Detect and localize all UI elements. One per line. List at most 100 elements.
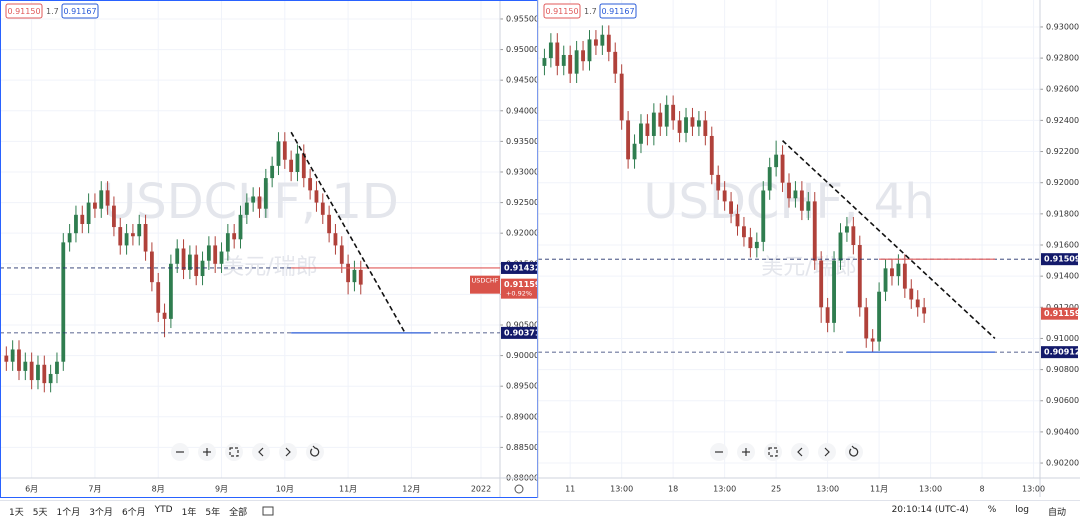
candle-body [780, 154, 785, 183]
nav-button[interactable] [791, 443, 809, 461]
nav-button[interactable] [198, 443, 216, 461]
nav-button[interactable] [737, 443, 755, 461]
candle-body [339, 245, 344, 264]
charts: 0.880000.885000.890000.895000.900000.905… [0, 0, 1080, 498]
range-button[interactable]: 3个月 [89, 507, 113, 518]
nav-button-bg [764, 443, 782, 461]
candle-body [67, 233, 72, 243]
candle-body [244, 202, 249, 215]
candle-body [257, 196, 262, 209]
candle-body [742, 226, 746, 238]
candle-body [787, 182, 791, 199]
candle-body [124, 233, 129, 246]
candle-body [42, 364, 47, 384]
price-label: 0.90912 [1044, 348, 1080, 357]
candle-body [915, 299, 920, 308]
nav-button[interactable] [306, 443, 324, 461]
candle-body [761, 190, 766, 242]
icon [768, 447, 778, 457]
header-box [599, 3, 637, 19]
nav-button[interactable] [710, 443, 728, 461]
nav-button[interactable] [845, 443, 863, 461]
x-tick-label: 7月 [88, 485, 101, 494]
candle-body [690, 117, 695, 127]
y-tick-label: 0.93000 [1046, 22, 1079, 31]
y-tick-label: 0.91200 [1046, 303, 1079, 312]
range-button[interactable]: 1年 [181, 507, 197, 518]
nav-button[interactable] [225, 443, 243, 461]
candle-body [282, 141, 287, 160]
y-tick-label: 0.90600 [1046, 396, 1079, 405]
nav-button-bg [252, 443, 270, 461]
last-price-box [1041, 307, 1078, 320]
candle-body [716, 174, 721, 191]
nav-button[interactable] [764, 443, 782, 461]
candle-body [774, 154, 779, 168]
change: +0.92% [506, 290, 532, 298]
nav-button[interactable] [818, 443, 836, 461]
candle-body [632, 143, 637, 160]
candle-body [722, 190, 727, 202]
x-tick-label: 13:00 [816, 485, 839, 494]
candle-body [358, 269, 363, 285]
y-tick-label: 0.93000 [506, 167, 539, 176]
auto-toggle[interactable]: 自动 [1047, 507, 1066, 518]
date-icon[interactable] [261, 505, 275, 517]
candle-body [251, 196, 256, 203]
nav-button[interactable] [252, 443, 270, 461]
candle-body [626, 120, 631, 160]
candle-body [48, 373, 53, 384]
candle-body [561, 54, 566, 66]
y-tick-label: 0.92400 [1046, 116, 1079, 125]
candle-body [684, 117, 688, 133]
range-button[interactable]: 5年 [205, 507, 221, 518]
symbol-box [470, 275, 500, 294]
candle-body [735, 213, 740, 227]
y-tick-label: 0.90000 [506, 351, 539, 360]
range-button[interactable]: 全部 [229, 507, 248, 518]
candle-body [555, 42, 560, 66]
range-button[interactable]: 1个月 [56, 507, 81, 518]
y-tick-label: 0.95500 [506, 14, 539, 23]
log-toggle[interactable]: log [1015, 504, 1029, 515]
range-button[interactable]: 5天 [32, 507, 48, 518]
x-tick-label: 11月 [870, 485, 888, 494]
candle-body [890, 268, 894, 277]
x-tick-label: 12月 [402, 485, 420, 494]
range-button[interactable]: YTD [154, 504, 173, 515]
candle-body [671, 104, 676, 121]
range-button[interactable]: 1天 [9, 507, 24, 518]
toolbar: 1天 5天 1个月 3个月 6个月 YTD 1年 5年 全部 20:10:14 (UTC-4) … [0, 500, 1080, 521]
toolbar-right: 20:10:14 (UTC-4) % log 自动 [883, 505, 1080, 518]
candle-body [651, 112, 656, 136]
candle-body [175, 248, 180, 264]
last-price: 0.91159 [504, 280, 541, 289]
y-tick-label: 0.88500 [506, 443, 539, 452]
candle-body [606, 34, 611, 52]
y-tick-label: 0.91400 [1046, 272, 1079, 281]
nav-button[interactable] [279, 443, 297, 461]
price-label: 0.91432 [504, 263, 540, 272]
settings-icon[interactable] [514, 484, 524, 494]
range-button[interactable]: 6个月 [121, 507, 146, 518]
candle-body [225, 233, 230, 252]
candle-body [4, 355, 9, 362]
x-tick-label: 8 [980, 485, 985, 494]
candle-body [806, 201, 811, 211]
candle-body [593, 39, 598, 46]
header-value: 1.7 [46, 7, 59, 16]
candle-body [80, 214, 85, 225]
y-tick-label: 0.91800 [1046, 209, 1079, 218]
last-price: 0.91159 [1044, 309, 1080, 318]
x-tick-label: 8月 [152, 485, 165, 494]
price-label-box [501, 326, 538, 339]
active-pane-border [0, 0, 538, 498]
nav-button-bg [225, 443, 243, 461]
nav-button[interactable] [171, 443, 189, 461]
candle-body [832, 260, 836, 323]
candle-body [639, 123, 643, 144]
percent-toggle[interactable]: % [987, 504, 997, 515]
y-tick-label: 0.89000 [506, 412, 539, 421]
symbol: USDCHF [471, 277, 498, 285]
candle-body [162, 312, 167, 319]
